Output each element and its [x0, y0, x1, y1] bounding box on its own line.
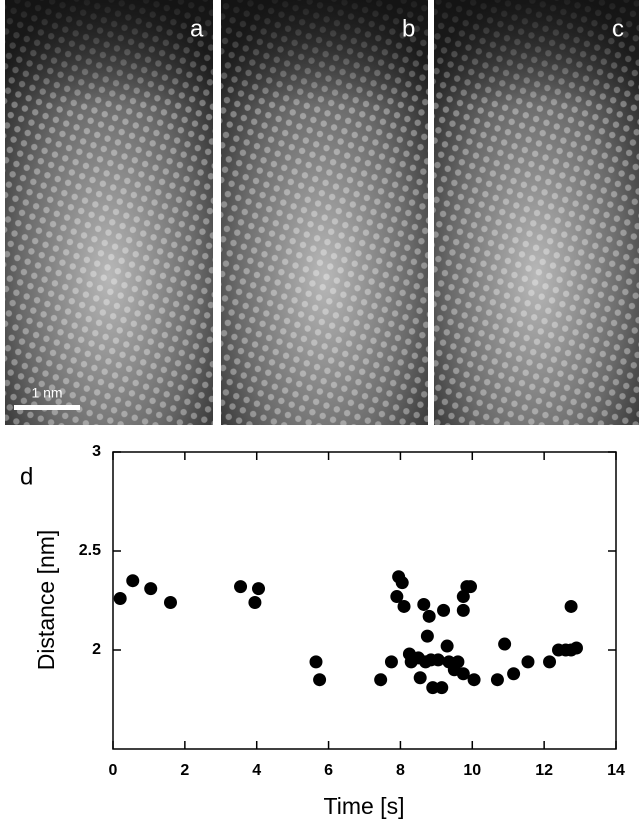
y-tick-label: 2: [92, 641, 101, 658]
x-tick-label: 6: [324, 762, 333, 779]
data-point: [521, 655, 535, 669]
data-point: [374, 673, 388, 687]
image-a: [5, 0, 213, 425]
data-point: [309, 655, 323, 669]
data-point: [456, 603, 470, 617]
data-point: [313, 673, 327, 687]
x-axis-label: Time [s]: [324, 793, 405, 819]
plot-frame: [112, 451, 617, 750]
data-point: [490, 673, 504, 687]
data-point: [113, 592, 127, 606]
data-point: [395, 576, 409, 590]
x-tick-label: 14: [607, 762, 625, 779]
micrographs: a b c 1 nm: [5, 0, 639, 425]
data-point: [437, 603, 451, 617]
y-axis-label: Distance [nm]: [33, 530, 59, 671]
x-tick-label: 12: [535, 762, 553, 779]
data-point: [451, 655, 465, 669]
y-tick-label: 2.5: [79, 542, 101, 559]
data-point: [413, 671, 427, 685]
data-point: [543, 655, 557, 669]
data-point: [507, 667, 521, 681]
data-point: [426, 681, 440, 695]
data-point: [422, 609, 436, 623]
data-point: [126, 574, 140, 588]
data-point: [463, 580, 477, 594]
data-point: [417, 597, 431, 611]
scale-bar: [14, 405, 80, 410]
data-point: [384, 655, 398, 669]
data-point: [569, 641, 583, 655]
panel-label: b: [402, 15, 415, 42]
scale-bar-label: 1 nm: [31, 385, 62, 401]
data-point: [397, 599, 411, 613]
x-tick-label: 4: [252, 762, 261, 779]
data-point: [498, 637, 512, 651]
image-c: [434, 0, 639, 425]
x-tick-label: 2: [180, 762, 189, 779]
data-point: [467, 673, 481, 687]
data-point: [431, 653, 445, 667]
y-tick-label: 3: [92, 443, 101, 460]
panel-label: c: [612, 15, 624, 42]
data-point: [440, 639, 454, 653]
x-tick-label: 8: [396, 762, 405, 779]
data-point: [435, 681, 449, 695]
data-point: [420, 629, 434, 643]
data-point: [390, 590, 404, 604]
image-b: [221, 0, 428, 425]
data-point: [234, 580, 248, 594]
data-point: [564, 599, 578, 613]
data-point: [248, 595, 262, 609]
x-tick-label: 0: [109, 762, 118, 779]
data-point: [456, 667, 470, 681]
data-point: [144, 582, 158, 596]
panel-label: a: [190, 15, 204, 42]
data-point: [456, 590, 470, 604]
data-point: [252, 582, 266, 596]
x-tick-label: 10: [463, 762, 481, 779]
panel-label: d: [20, 463, 33, 490]
data-point: [163, 595, 177, 609]
